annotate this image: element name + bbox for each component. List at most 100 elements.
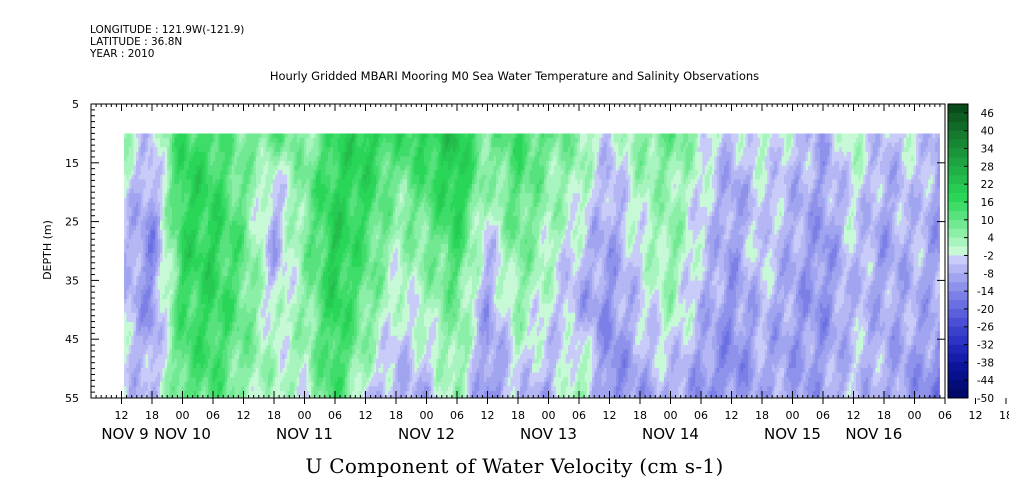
heatmap-cell <box>270 179 274 185</box>
heatmap-cell <box>239 294 242 300</box>
heatmap-cell <box>181 340 185 346</box>
heatmap-cell <box>160 179 163 185</box>
heatmap-cell <box>176 156 180 162</box>
heatmap-cell <box>131 363 134 369</box>
heatmap-cell <box>172 335 175 341</box>
heatmap-cell <box>263 230 266 235</box>
heatmap-cell <box>181 262 185 268</box>
heatmap-cell <box>244 381 247 387</box>
heatmap-cell <box>308 234 312 240</box>
heatmap-cell <box>234 142 238 148</box>
heatmap-cell <box>294 363 298 369</box>
heatmap-cell <box>313 248 317 254</box>
heatmap-cell <box>292 345 295 350</box>
heatmap-cell <box>157 280 161 286</box>
heatmap-cell <box>131 386 134 392</box>
heatmap-cell <box>316 174 319 180</box>
heatmap-cell <box>280 271 283 277</box>
heatmap-cell <box>251 395 254 398</box>
heatmap-cell <box>323 142 326 148</box>
heatmap-cell <box>316 317 319 323</box>
heatmap-cell <box>186 308 190 314</box>
heatmap-cell <box>308 188 312 194</box>
heatmap-cell <box>131 331 134 337</box>
heatmap-cell <box>184 257 187 263</box>
heatmap-cell <box>167 340 170 346</box>
heatmap-cell <box>270 138 274 143</box>
heatmap-cell <box>148 257 151 263</box>
heatmap-cell <box>140 294 144 300</box>
heatmap-cell <box>301 248 305 254</box>
heatmap-cell <box>275 248 278 254</box>
heatmap-cell <box>162 354 166 360</box>
heatmap-cell <box>294 285 298 291</box>
heatmap-cell <box>164 317 168 323</box>
heatmap-cell <box>280 303 283 309</box>
heatmap-cell <box>128 368 132 373</box>
heatmap-cell <box>277 170 281 176</box>
heatmap-cell <box>251 216 254 222</box>
heatmap-cell <box>265 363 269 369</box>
heatmap-cell <box>136 220 139 226</box>
heatmap-cell <box>198 161 202 166</box>
heatmap-cell <box>251 308 254 314</box>
heatmap-cell <box>174 368 178 373</box>
heatmap-cell <box>140 322 144 327</box>
heatmap-cell <box>172 354 175 360</box>
heatmap-cell <box>172 234 175 240</box>
heatmap-cell <box>152 211 156 217</box>
heatmap-cell <box>325 207 329 212</box>
heatmap-cell <box>232 322 235 327</box>
heatmap-cell <box>258 395 262 398</box>
heatmap-cell <box>280 358 283 364</box>
heatmap-cell <box>236 170 240 176</box>
heatmap-cell <box>152 225 156 231</box>
heatmap-cell <box>217 395 221 398</box>
heatmap-cell <box>253 280 257 286</box>
heatmap-cell <box>244 280 247 286</box>
heatmap-cell <box>220 262 223 268</box>
heatmap-cell <box>308 239 312 245</box>
heatmap-cell <box>145 349 149 355</box>
heatmap-cell <box>277 326 281 332</box>
heatmap-cell <box>172 156 175 162</box>
heatmap-cell <box>138 202 142 208</box>
heatmap-cell <box>133 142 137 148</box>
heatmap-cell <box>277 156 281 162</box>
heatmap-cell <box>124 151 127 157</box>
heatmap-cell <box>272 188 276 194</box>
heatmap-cell <box>272 174 276 180</box>
heatmap-cell <box>138 257 142 263</box>
heatmap-cell <box>133 322 137 327</box>
heatmap-cell <box>296 395 300 398</box>
heatmap-cell <box>232 354 235 360</box>
heatmap-cell <box>304 216 307 222</box>
heatmap-cell <box>304 262 307 268</box>
heatmap-cell <box>275 257 278 263</box>
heatmap-cell <box>325 294 329 300</box>
heatmap-cell <box>239 345 242 350</box>
heatmap-cell <box>203 225 206 231</box>
heatmap-cell <box>133 257 137 263</box>
heatmap-cell <box>311 234 314 240</box>
heatmap-cell <box>212 354 216 360</box>
heatmap-cell <box>152 322 156 327</box>
heatmap-cell <box>215 363 218 369</box>
heatmap-cell <box>301 289 305 295</box>
heatmap-cell <box>299 289 302 295</box>
heatmap-cell <box>126 308 130 314</box>
heatmap-cell <box>284 285 288 291</box>
heatmap-cell <box>164 253 168 258</box>
heatmap-cell <box>179 303 182 309</box>
heatmap-cell <box>208 335 211 341</box>
heatmap-cell <box>200 395 204 398</box>
heatmap-cell <box>316 239 319 245</box>
heatmap-cell <box>320 230 324 235</box>
heatmap-cell <box>196 211 199 217</box>
heatmap-cell <box>167 170 170 176</box>
heatmap-cell <box>316 188 319 194</box>
heatmap-cell <box>260 262 264 268</box>
heatmap-cell <box>320 340 324 346</box>
heatmap-cell <box>232 377 235 383</box>
heatmap-cell <box>133 285 137 291</box>
